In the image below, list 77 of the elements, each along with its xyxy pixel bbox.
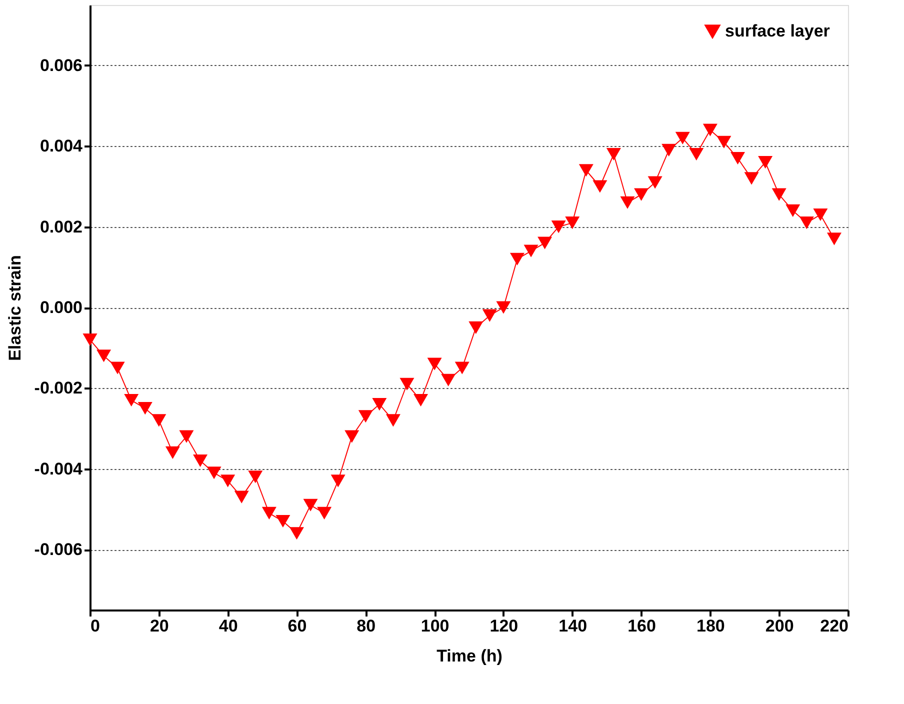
y-tick-label: 0.006 xyxy=(40,56,82,75)
y-tick-label: -0.006 xyxy=(34,540,82,559)
y-tick-label: 0.002 xyxy=(40,217,82,236)
point xyxy=(427,358,442,370)
point xyxy=(524,244,538,258)
point xyxy=(675,132,690,144)
point xyxy=(482,309,497,322)
point xyxy=(689,148,704,161)
point xyxy=(606,148,621,161)
point xyxy=(648,176,662,189)
point xyxy=(551,220,566,234)
x-axis-title: Time (h) xyxy=(436,646,502,666)
x-tick-label: 220 xyxy=(820,616,848,636)
x-tick-label: 80 xyxy=(356,616,376,636)
y-tick-label: 0.000 xyxy=(40,298,82,317)
point xyxy=(400,378,414,390)
point xyxy=(262,506,276,520)
point xyxy=(702,124,718,136)
point xyxy=(744,172,759,185)
point xyxy=(248,470,263,484)
point xyxy=(592,180,608,193)
point xyxy=(289,527,304,540)
point xyxy=(124,394,139,407)
point xyxy=(441,374,456,386)
x-tick-label: 100 xyxy=(420,616,450,636)
point xyxy=(662,144,676,156)
point xyxy=(276,514,290,528)
point xyxy=(372,398,387,411)
point xyxy=(165,446,180,459)
point xyxy=(565,216,580,230)
point xyxy=(303,498,318,512)
y-tick-label: -0.002 xyxy=(34,378,82,398)
x-tick-label: 140 xyxy=(558,616,588,636)
point xyxy=(82,333,98,346)
x-tick-label: 120 xyxy=(490,616,518,636)
point xyxy=(386,414,400,427)
x-tick-label: 20 xyxy=(150,616,169,636)
point xyxy=(220,474,236,488)
point xyxy=(317,506,332,520)
legend-label: surface layer xyxy=(725,22,830,40)
point xyxy=(634,188,649,201)
point xyxy=(538,236,552,250)
point xyxy=(758,156,773,169)
point xyxy=(772,188,786,201)
x-tick-label: 180 xyxy=(696,616,725,636)
point xyxy=(193,454,208,468)
point xyxy=(138,402,152,415)
x-tick-label: 60 xyxy=(288,616,307,636)
point xyxy=(510,252,524,266)
point xyxy=(454,362,470,374)
point xyxy=(234,490,249,504)
y-tick-label: -0.004 xyxy=(34,459,84,478)
y-axis-title: Elastic strain xyxy=(5,255,24,361)
point xyxy=(96,350,112,362)
point xyxy=(414,394,428,407)
point xyxy=(152,414,166,427)
point xyxy=(496,301,511,314)
point xyxy=(468,321,484,334)
point xyxy=(620,196,635,209)
x-tick-label: 0 xyxy=(90,616,100,636)
x-tick-label: 200 xyxy=(765,616,794,636)
point xyxy=(206,466,222,480)
point xyxy=(344,430,360,443)
point xyxy=(730,152,745,165)
x-tick-label: 160 xyxy=(628,616,656,636)
point xyxy=(716,136,732,148)
point xyxy=(826,232,842,246)
point xyxy=(110,362,125,374)
x-tick-label: 40 xyxy=(218,616,238,636)
point xyxy=(358,410,373,423)
point xyxy=(330,474,346,488)
point xyxy=(578,164,594,177)
point xyxy=(786,204,800,217)
point xyxy=(179,430,194,443)
y-tick-label: 0.004 xyxy=(40,136,84,156)
point xyxy=(799,216,814,230)
point xyxy=(813,208,828,222)
